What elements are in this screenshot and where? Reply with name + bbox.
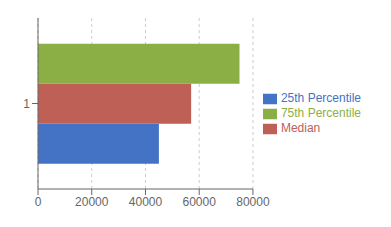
svg-text:80000: 80000 <box>236 195 270 209</box>
html-text:75th Percentile: 75th Percentile <box>280 106 361 121</box>
svg-text:1: 1 <box>23 97 30 111</box>
svg-text:60000: 60000 <box>183 195 217 209</box>
svg-text:0: 0 <box>35 195 42 209</box>
html-text:Median: Median <box>280 120 321 135</box>
html-text:25th Percentile: 25th Percentile <box>280 91 361 106</box>
svg-text:40000: 40000 <box>129 195 163 209</box>
svg-text:20000: 20000 <box>75 195 109 209</box>
